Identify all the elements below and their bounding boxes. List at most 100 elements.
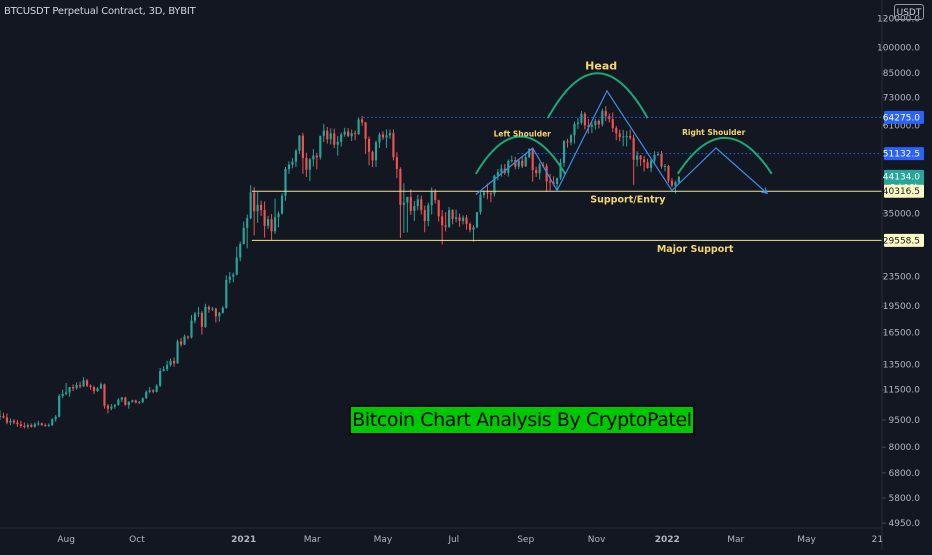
- time-tick-label: May: [797, 535, 816, 545]
- candle-body: [260, 204, 263, 211]
- price-tick-label: 85000.0: [883, 69, 920, 79]
- price-tick-label: 6800.0: [889, 469, 921, 479]
- candle-body: [611, 119, 614, 129]
- candle-body: [298, 135, 301, 151]
- price-levels-layer: [251, 116, 882, 241]
- candle-body: [120, 397, 123, 400]
- candle-body: [482, 192, 486, 195]
- candle-body: [677, 176, 680, 183]
- price-tick-label: 5800.0: [889, 494, 921, 504]
- candle-body: [148, 390, 151, 392]
- candle-body: [294, 150, 298, 162]
- candle-body: [566, 141, 569, 143]
- candle-body: [416, 199, 419, 207]
- candles-layer: [0, 106, 680, 429]
- candle-body: [308, 159, 311, 170]
- candle-body: [371, 151, 374, 161]
- price-tick-label: 9500.0: [889, 416, 921, 426]
- candle-body: [402, 202, 405, 205]
- currency-button[interactable]: USDT: [894, 4, 924, 20]
- candle-body: [58, 396, 61, 417]
- candle-body: [660, 154, 663, 167]
- candle-body: [597, 120, 600, 125]
- price-label-box[interactable]: [884, 147, 924, 161]
- candle-body: [601, 111, 604, 125]
- candle-body: [117, 399, 120, 405]
- candle-body: [608, 116, 611, 120]
- candle-body: [228, 276, 231, 281]
- candle-body: [649, 160, 653, 168]
- candle-body: [110, 406, 113, 409]
- candle-body: [287, 164, 291, 169]
- annotation-label: Major Support: [657, 244, 734, 255]
- candle-body: [72, 387, 75, 389]
- shoulder-arc: [546, 72, 649, 119]
- candle-body: [343, 131, 346, 135]
- price-label-box[interactable]: [884, 184, 924, 198]
- candle-body: [517, 160, 520, 167]
- candle-body: [166, 364, 169, 370]
- annotations-layer: Head Left Shoulder Right Shoulder Support/E…: [494, 60, 746, 255]
- candle-body: [461, 217, 465, 222]
- time-tick-label: 2022: [655, 535, 680, 545]
- time-tick-label: Mar: [727, 535, 744, 545]
- candle-body: [434, 191, 437, 201]
- candle-body: [455, 217, 458, 220]
- price-tick-label: 100000.0: [877, 43, 920, 53]
- candle-body: [9, 420, 12, 423]
- candle-body: [172, 360, 176, 364]
- candle-body: [399, 168, 402, 205]
- candle-body: [267, 219, 270, 226]
- candle-body: [583, 113, 586, 126]
- candle-body: [448, 210, 451, 227]
- candle-body: [176, 341, 179, 364]
- candle-body: [113, 404, 116, 407]
- time-tick-label: Nov: [588, 535, 606, 545]
- candle-body: [40, 423, 43, 426]
- shoulder-arc: [474, 135, 567, 175]
- candle-body: [562, 141, 566, 163]
- candle-body: [413, 206, 416, 211]
- candle-body: [500, 168, 503, 173]
- candle-body: [134, 400, 137, 403]
- time-tick-label: Mar: [304, 535, 321, 545]
- candle-body: [653, 154, 656, 161]
- candle-body: [615, 128, 618, 134]
- candle-body: [319, 135, 322, 158]
- candle-body: [89, 385, 92, 388]
- candle-body: [441, 216, 444, 226]
- candle-body: [315, 155, 318, 158]
- candle-body: [329, 133, 332, 140]
- candle-body: [385, 135, 388, 138]
- candle-body: [555, 178, 559, 185]
- candle-body: [232, 274, 235, 277]
- projected-path: [475, 89, 768, 195]
- candle-body: [169, 360, 172, 365]
- symbol-title[interactable]: BTCUSDT Perpetual Contract, 3D, BYBIT: [4, 6, 196, 17]
- time-tick-label: Sep: [517, 535, 534, 545]
- candle-body: [183, 336, 186, 345]
- candle-body: [580, 113, 583, 123]
- price-tick-label: 35000.0: [883, 210, 920, 220]
- analysis-banner: Bitcoin Chart Analysis By CryptoPatel: [349, 405, 695, 435]
- candle-body: [569, 135, 573, 143]
- candle-body: [92, 387, 96, 392]
- candle-body: [559, 162, 562, 179]
- candle-body: [103, 384, 106, 406]
- candle-body: [549, 181, 552, 183]
- candle-body: [37, 423, 40, 425]
- candle-body: [618, 133, 621, 137]
- candle-body: [85, 380, 89, 386]
- annotation-label: Support/Entry: [590, 194, 666, 205]
- candle-body: [204, 306, 207, 327]
- price-label-box[interactable]: [884, 110, 924, 124]
- candle-body: [632, 137, 635, 160]
- candle-body: [2, 415, 5, 418]
- candle-body: [186, 336, 190, 338]
- candle-body: [131, 400, 134, 402]
- candle-body: [75, 384, 78, 389]
- price-label-box[interactable]: [884, 233, 924, 247]
